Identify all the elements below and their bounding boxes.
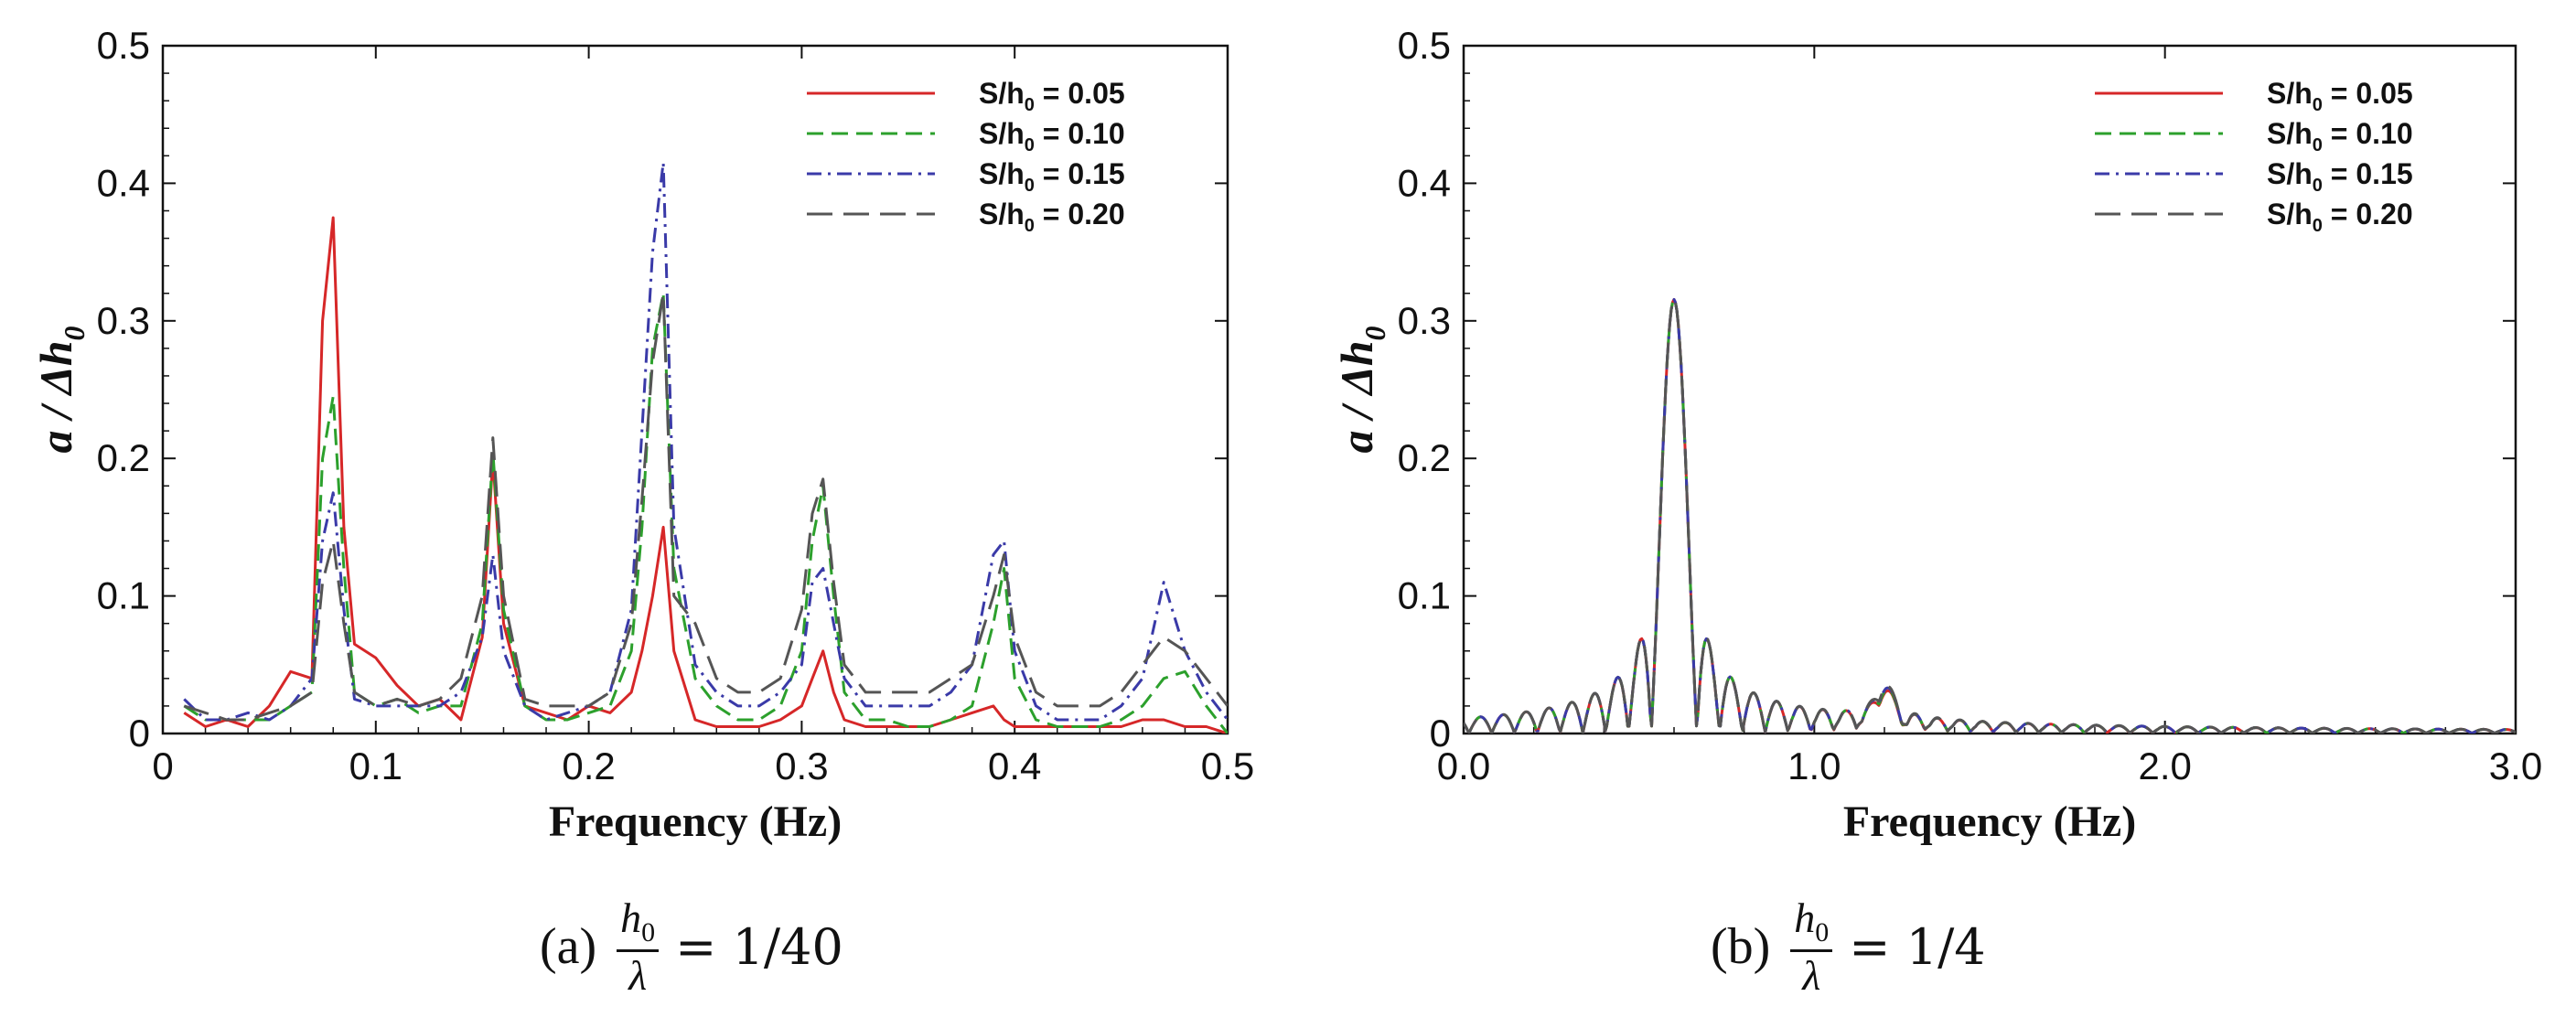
series-line-1 [183, 216, 1228, 734]
series-line-4 [1464, 297, 2516, 734]
legend: S/h0 = 0.05S/h0 = 0.10S/h0 = 0.15S/h0 = … [2095, 77, 2413, 236]
y-tick-label: 0.1 [97, 574, 150, 617]
series-line-2 [183, 292, 1228, 734]
x-axis-title: Frequency (Hz) [1843, 798, 2136, 846]
y-axis-title: a / Δh0 [1331, 326, 1391, 453]
y-axis-title-sub: 0 [58, 326, 91, 340]
legend-label-4: S/h0 = 0.20 [979, 198, 1125, 236]
x-tick-label: 3.0 [2489, 744, 2542, 787]
chart-panel-b: 0.0 1.0 2.0 3.0 0 0.1 0.2 0.3 0.4 0.5 Frequency (H… [1331, 24, 2542, 846]
caption-b: (b) h0 λ = 1/4 [1711, 894, 1986, 999]
legend-label-2: S/h0 = 0.10 [2267, 117, 2413, 155]
y-tick-label: 0.3 [97, 299, 150, 342]
caption-b-denominator: λ [1802, 951, 1821, 999]
y-tick-label: 0 [129, 712, 150, 755]
caption-b-num-sub: 0 [1815, 917, 1830, 948]
legend-label-1: S/h0 = 0.05 [979, 77, 1125, 115]
y-axis-title-sub: 0 [1358, 326, 1391, 340]
caption-a: (a) h0 λ = 1/40 [540, 894, 843, 999]
series-line-4 [183, 292, 1228, 722]
legend-label-3: S/h0 = 0.15 [979, 157, 1125, 196]
x-tick-label: 0.1 [349, 744, 402, 787]
y-tick-label: 0.4 [97, 161, 150, 204]
x-tick-label: 0.5 [1201, 744, 1254, 787]
legend-label-1: S/h0 = 0.05 [2267, 77, 2413, 115]
y-tick-label: 0.2 [97, 436, 150, 479]
series-line-1 [1464, 298, 2516, 734]
x-tick-label: 0.4 [988, 744, 1041, 787]
x-tick-label: 0.0 [1437, 744, 1490, 787]
caption-b-fraction: h0 λ [1790, 894, 1833, 999]
caption-b-rhs: = 1/4 [1849, 917, 1986, 976]
caption-b-num-text: h [1794, 894, 1816, 941]
x-tick-label: 1.0 [1787, 744, 1841, 787]
caption-a-num-text: h [620, 894, 642, 941]
caption-a-rhs: = 1/40 [675, 917, 843, 976]
caption-a-label: (a) [540, 918, 597, 976]
x-tick-label: 0 [152, 744, 173, 787]
legend-label-3: S/h0 = 0.15 [2267, 157, 2413, 196]
x-tick-label: 0.3 [775, 744, 828, 787]
x-tick-label: 2.0 [2138, 744, 2191, 787]
caption-a-numerator: h0 [617, 894, 660, 952]
series-line-2 [1464, 297, 2516, 734]
y-tick-label: 0.3 [1398, 299, 1451, 342]
x-axis-title: Frequency (Hz) [549, 798, 842, 846]
plot-frame [161, 44, 1229, 735]
caption-a-denominator: λ [628, 951, 648, 999]
legend: S/h0 = 0.05S/h0 = 0.10S/h0 = 0.15S/h0 = … [807, 77, 1125, 236]
caption-b-numerator: h0 [1790, 894, 1833, 952]
series-line-3 [1464, 297, 2516, 734]
y-tick-label: 0.5 [1398, 24, 1451, 67]
y-tick-label: 0.2 [1398, 436, 1451, 479]
caption-b-label: (b) [1711, 918, 1771, 976]
plot-frame [1462, 44, 2517, 735]
caption-a-num-sub: 0 [641, 917, 656, 948]
legend-label-2: S/h0 = 0.10 [979, 117, 1125, 155]
caption-a-fraction: h0 λ [617, 894, 660, 999]
y-tick-label: 0.1 [1398, 574, 1451, 617]
y-tick-label: 0.4 [1398, 161, 1451, 204]
y-tick-label: 0.5 [97, 24, 150, 67]
y-axis-title: a / Δh0 [30, 326, 91, 453]
x-tick-label: 0.2 [562, 744, 615, 787]
y-tick-label: 0 [1430, 712, 1451, 755]
chart-panel-a: 0 0.1 0.2 0.3 0.4 0.5 0 0.1 0.2 0.3 0.4 0.5 Frequenc… [30, 24, 1254, 846]
legend-label-4: S/h0 = 0.20 [2267, 198, 2413, 236]
